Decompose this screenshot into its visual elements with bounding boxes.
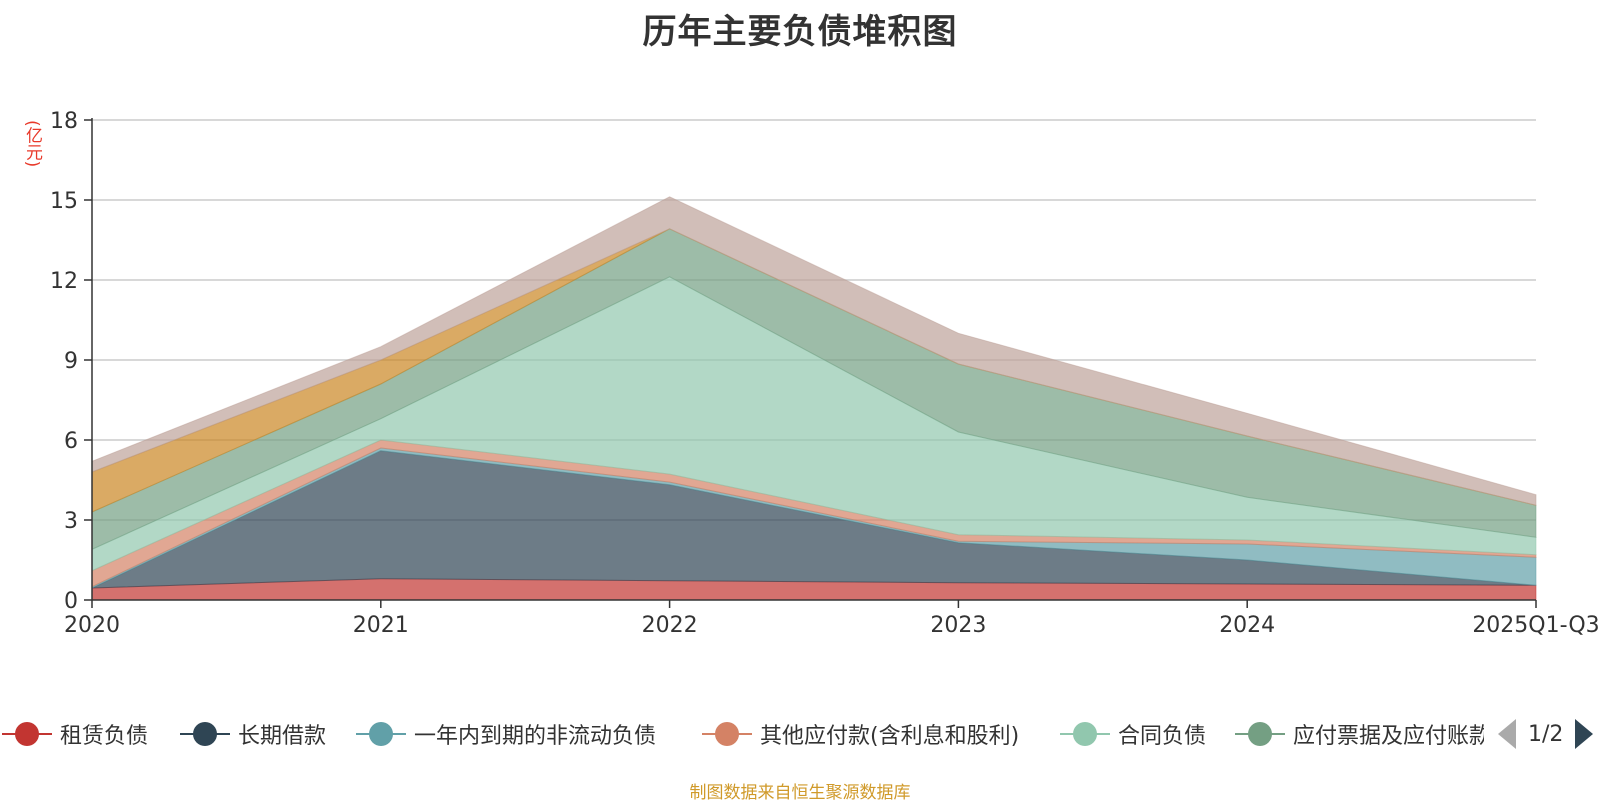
legend: 租赁负债 长期借款 一年内到期的非流动负债 其他应付款(含利息和股利) 合同负债 应付票据… xyxy=(0,716,1600,756)
data-source-note: 制图数据来自恒生聚源数据库 xyxy=(689,783,911,803)
legend-label: 长期借款 xyxy=(238,724,327,749)
legend-item-3[interactable]: 其他应付款(含利息和股利) xyxy=(700,716,1019,752)
axes: 0 3 6 9 12 15 18 2020 2021 2022 2023 2024 2025Q1-Q3 xyxy=(50,109,1600,638)
legend-marker-icon xyxy=(1233,719,1287,749)
x-tick-label: 2022 xyxy=(642,613,698,638)
legend-marker-icon xyxy=(1058,719,1112,749)
y-tick-label: 6 xyxy=(64,429,78,454)
area-series xyxy=(91,196,1537,601)
legend-label: 合同负债 xyxy=(1118,724,1207,749)
legend-item-5[interactable]: 应付票据及应付账款 xyxy=(1233,716,1484,752)
stacked-area-chart: 0 3 6 9 12 15 18 2020 2021 2022 2023 2024 2025Q1-Q3 xyxy=(50,109,1600,638)
legend-pager: 1/2 xyxy=(1498,716,1594,752)
legend-prev-icon[interactable] xyxy=(1498,719,1516,749)
legend-next-icon[interactable] xyxy=(1575,719,1594,749)
y-tick-label: 18 xyxy=(50,109,78,134)
legend-item-2[interactable]: 一年内到期的非流动负债 xyxy=(354,716,656,752)
legend-item-4[interactable]: 合同负债 xyxy=(1058,716,1206,752)
x-tick-label: 2020 xyxy=(64,613,120,638)
y-axis-unit-label: (亿元) xyxy=(22,120,42,168)
y-tick-label: 9 xyxy=(64,349,78,374)
y-tick-label: 15 xyxy=(50,189,78,214)
legend-item-0[interactable]: 租赁负债 xyxy=(0,716,148,752)
legend-marker-icon xyxy=(354,719,408,749)
legend-item-1[interactable]: 长期借款 xyxy=(178,716,326,752)
x-tick-label: 2021 xyxy=(353,613,409,638)
chart-title: 历年主要负债堆积图 xyxy=(642,12,958,52)
y-tick-label: 0 xyxy=(64,589,78,614)
legend-label: 其他应付款(含利息和股利) xyxy=(760,724,1020,749)
area-series-7[interactable] xyxy=(91,196,1537,506)
legend-marker-icon xyxy=(0,719,54,749)
legend-items: 租赁负债 长期借款 一年内到期的非流动负债 其他应付款(含利息和股利) 合同负债 应付票据… xyxy=(0,716,1484,756)
x-tick-label: 2023 xyxy=(930,613,986,638)
legend-marker-icon xyxy=(178,719,232,749)
y-tick-label: 12 xyxy=(50,269,78,294)
x-tick-label: 2025Q1-Q3 xyxy=(1472,613,1599,638)
legend-page-indicator: 1/2 xyxy=(1528,721,1564,747)
legend-marker-icon xyxy=(700,719,754,749)
legend-label: 租赁负债 xyxy=(60,724,149,749)
legend-label: 应付票据及应付账款 xyxy=(1293,724,1484,749)
y-tick-label: 3 xyxy=(64,509,78,534)
legend-label: 一年内到期的非流动负债 xyxy=(414,724,657,749)
x-tick-label: 2024 xyxy=(1219,613,1275,638)
